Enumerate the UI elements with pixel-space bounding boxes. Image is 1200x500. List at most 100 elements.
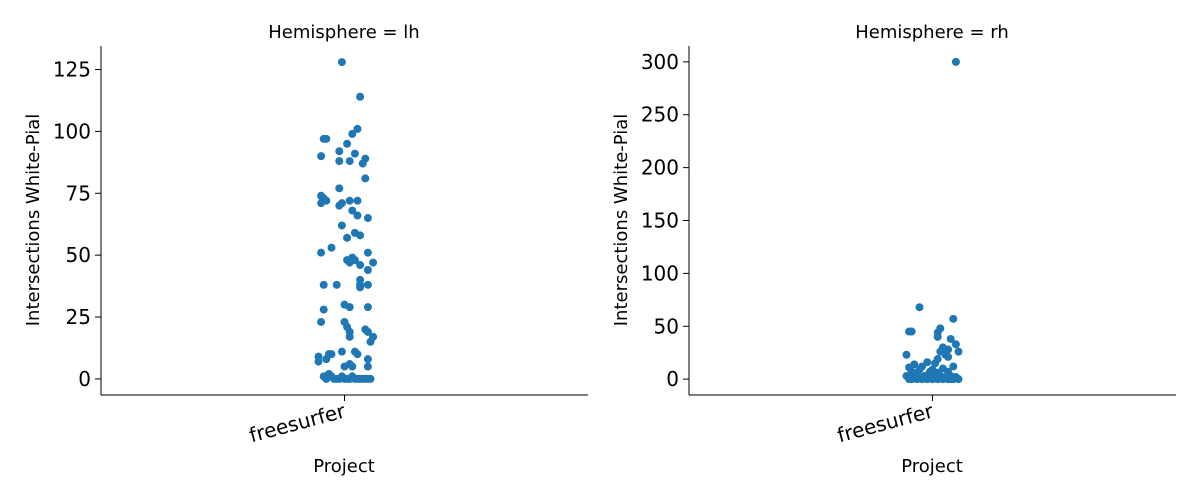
data-point: [345, 196, 354, 205]
data-point: [910, 374, 919, 383]
data-point: [353, 196, 362, 205]
y-tick-label: 0: [78, 367, 91, 391]
data-point: [361, 174, 370, 183]
data-point: [335, 157, 344, 166]
data-point: [363, 248, 372, 257]
data-point: [949, 362, 958, 371]
points-lh: [314, 58, 378, 383]
data-point: [335, 201, 344, 210]
y-tick-label: 250: [641, 103, 679, 127]
data-point: [348, 206, 357, 215]
y-tick-label: 100: [53, 119, 91, 143]
y-ticks-lh: 0 25 50 75 100 125: [53, 58, 101, 391]
data-point: [335, 184, 344, 193]
data-point: [337, 221, 346, 230]
data-point: [353, 350, 362, 359]
y-tick-label: 100: [641, 261, 679, 285]
data-point: [363, 280, 372, 289]
y-axis-label-rh: Intersections White-Pial: [611, 114, 632, 327]
data-point: [353, 211, 362, 220]
panel-title-rh: Hemisphere = rh: [855, 22, 1009, 43]
data-point: [907, 327, 916, 336]
data-point: [319, 280, 328, 289]
data-point: [366, 374, 375, 383]
data-point: [337, 58, 346, 67]
data-point: [345, 303, 354, 312]
y-tick-label: 25: [66, 305, 91, 329]
data-point: [366, 337, 375, 346]
x-tick-label: freesurfer: [247, 398, 349, 447]
data-point: [933, 332, 942, 341]
y-tick-label: 75: [66, 181, 91, 205]
data-point: [332, 280, 341, 289]
data-point: [343, 139, 352, 148]
data-point: [322, 355, 331, 364]
data-point: [931, 359, 940, 368]
data-point: [335, 147, 344, 156]
data-point: [348, 129, 357, 138]
data-point: [343, 233, 352, 242]
data-point: [944, 352, 953, 361]
data-point: [363, 303, 372, 312]
data-point: [363, 214, 372, 223]
data-point: [951, 340, 960, 349]
data-point: [936, 374, 945, 383]
data-point: [915, 303, 924, 312]
data-point: [350, 228, 359, 237]
panel-lh: Hemisphere = lh 0 25 50 75 100 125 freesurfer…: [23, 22, 588, 477]
data-point: [317, 248, 326, 257]
panel-title-lh: Hemisphere = lh: [268, 22, 419, 43]
y-tick-label: 300: [641, 50, 679, 74]
data-point: [949, 314, 958, 323]
data-point: [337, 347, 346, 356]
data-point: [317, 317, 326, 326]
data-point: [327, 243, 336, 252]
x-tick-label: freesurfer: [835, 398, 937, 447]
x-ticks-lh: freesurfer: [247, 395, 349, 447]
data-point: [314, 357, 323, 366]
data-point: [902, 350, 911, 359]
y-ticks-rh: 0 50 100 150 200 250 300: [641, 50, 689, 391]
data-point: [317, 152, 326, 161]
data-point: [317, 199, 326, 208]
y-tick-label: 125: [53, 58, 91, 82]
data-point: [348, 362, 357, 371]
data-point: [954, 375, 963, 384]
y-tick-label: 50: [66, 243, 91, 267]
data-point: [345, 258, 354, 267]
data-point: [951, 57, 960, 66]
data-point: [954, 347, 963, 356]
data-point: [322, 134, 331, 143]
data-point: [946, 375, 955, 384]
data-point: [356, 92, 365, 101]
x-axis-label-lh: Project: [313, 456, 375, 477]
y-axis-label-lh: Intersections White-Pial: [23, 114, 44, 327]
data-point: [345, 332, 354, 341]
x-axis-label-rh: Project: [901, 456, 963, 477]
data-point: [946, 334, 955, 343]
y-tick-label: 50: [654, 314, 679, 338]
data-point: [345, 157, 354, 166]
data-point: [332, 374, 341, 383]
data-point: [319, 305, 328, 314]
y-tick-label: 0: [666, 367, 679, 391]
data-point: [363, 266, 372, 275]
data-point: [363, 355, 372, 364]
data-point: [356, 283, 365, 292]
data-point: [353, 124, 362, 133]
data-point: [363, 327, 372, 336]
data-point: [340, 362, 349, 371]
data-point: [358, 159, 367, 168]
x-ticks-rh: freesurfer: [835, 395, 937, 447]
data-point: [327, 350, 336, 359]
data-point: [369, 258, 378, 267]
data-point: [356, 261, 365, 270]
panel-rh: Hemisphere = rh 0 50 100 150 200 250 300 frees…: [611, 22, 1176, 477]
data-point: [322, 374, 331, 383]
y-tick-label: 150: [641, 209, 679, 233]
data-point: [920, 374, 929, 383]
points-rh: [902, 57, 963, 384]
data-point: [350, 149, 359, 158]
